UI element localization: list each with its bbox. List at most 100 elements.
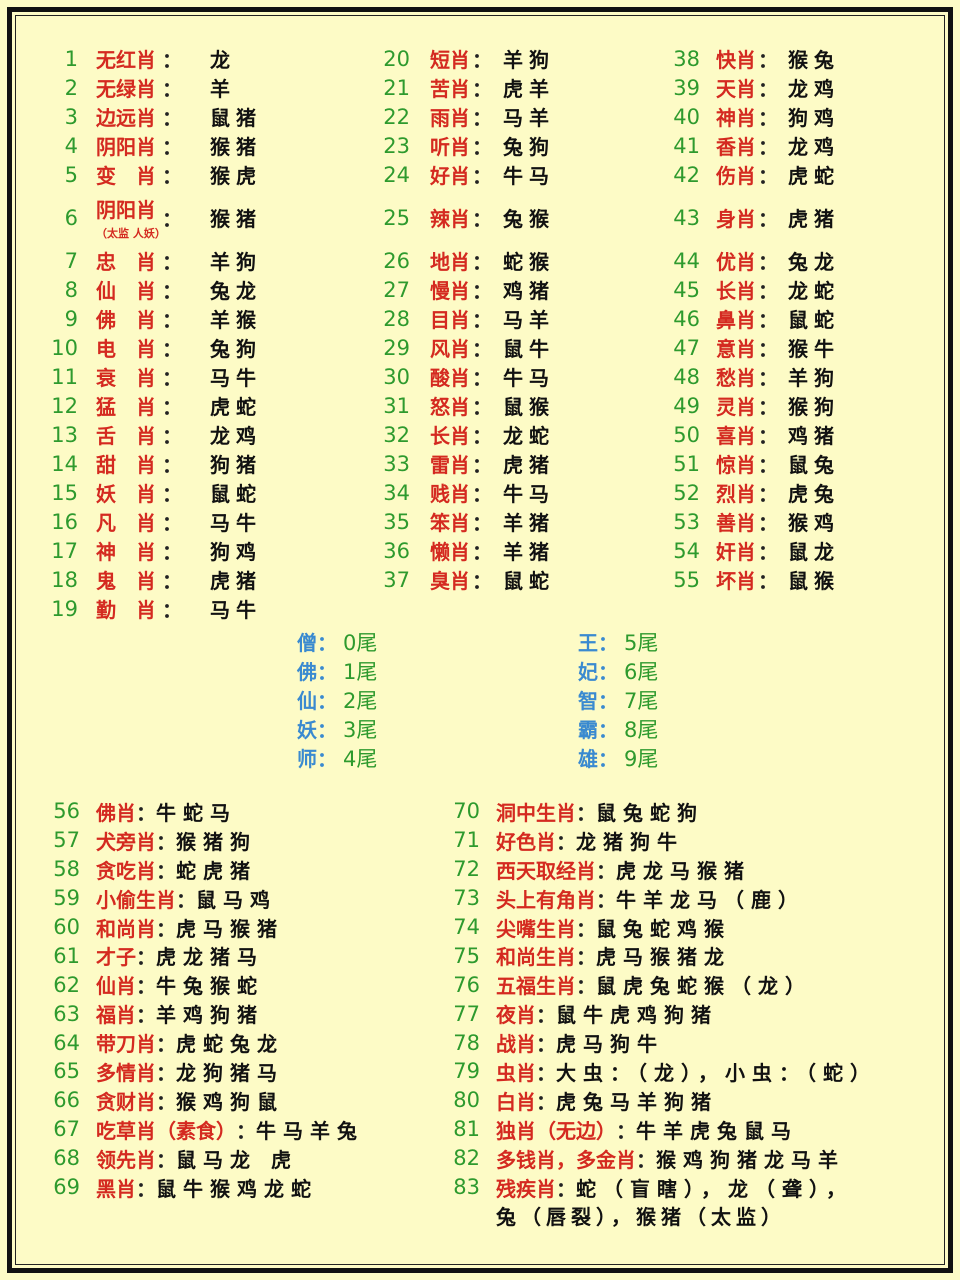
item-label: 地肖 <box>430 250 470 274</box>
item-value: 兔龙 <box>210 279 262 303</box>
separator: ： <box>758 308 778 332</box>
item-value: 鼠兔蛇鸡猴 <box>596 916 731 941</box>
separator: ： <box>596 887 616 912</box>
list-item: 79 虫肖：大虫：（龙），小虫：（蛇） <box>440 1057 877 1086</box>
item-value: 猴虎 <box>210 164 262 188</box>
item-value: 龙 <box>210 48 236 72</box>
list-item: 1 无红肖： 龙 <box>40 44 262 73</box>
item-value: 兔龙 <box>788 250 840 274</box>
list-item: 48 愁肖： 羊狗 <box>660 362 840 391</box>
separator: ： <box>472 424 492 448</box>
item-value: 兔狗 <box>503 135 555 159</box>
item-label: 伤肖 <box>716 164 756 188</box>
item-number: 50 <box>673 422 700 447</box>
item-value: 蛇猴 <box>503 250 555 274</box>
list-item: 77 夜肖：鼠牛虎鸡狗猪 <box>440 999 877 1028</box>
separator: ： <box>758 395 778 419</box>
item-label: 仙肖 <box>96 974 136 999</box>
item-value: 大虫：（龙），小虫：（蛇） <box>556 1060 877 1085</box>
item-value: 鸡猪 <box>788 424 840 448</box>
item-number: 26 <box>383 248 410 273</box>
item-value: 羊狗 <box>503 48 555 72</box>
list-item: 26 地肖： 蛇猴 <box>370 246 555 275</box>
item-label: 善肖 <box>716 511 756 535</box>
item-value: 鼠龙 <box>788 540 840 564</box>
item-number: 3 <box>64 104 78 129</box>
list-item: 21 苦肖： 虎羊 <box>370 73 555 102</box>
tail-key: 雄 <box>578 747 598 771</box>
item-value: 鼠猴 <box>503 395 555 419</box>
item-value: 龙鸡 <box>210 424 262 448</box>
item-label: 阴阳肖 <box>96 198 156 222</box>
item-label: 夜肖 <box>496 1003 536 1028</box>
item-number: 49 <box>673 393 700 418</box>
item-label: 快肖 <box>716 48 756 72</box>
list-item: 27 慢肖： 鸡猪 <box>370 275 555 304</box>
separator: ： <box>758 337 778 361</box>
tail-item: 王： 5尾 <box>578 627 658 656</box>
separator: ： <box>758 482 778 506</box>
list-item: 8 仙 肖： 兔龙 <box>40 275 262 304</box>
item-label: 衰 肖 <box>96 366 156 390</box>
item-number: 9 <box>64 306 78 331</box>
tail-key: 师 <box>297 747 317 771</box>
list-item: 17 神 肖： 狗鸡 <box>40 536 262 565</box>
tail-key: 佛 <box>297 660 317 684</box>
item-number: 83 <box>453 1175 480 1200</box>
item-value: 虎蛇 <box>210 395 262 419</box>
list-item: 64 带刀肖：虎蛇兔龙 <box>40 1028 364 1057</box>
item-value: 兔猴 <box>503 207 555 231</box>
tail-key: 仙 <box>297 689 317 713</box>
separator: ： <box>536 1060 556 1085</box>
list-item: 59 小偷生肖：鼠马鸡 <box>40 884 364 913</box>
item-number: 66 <box>53 1088 80 1113</box>
list-item: 13 舌 肖： 龙鸡 <box>40 420 262 449</box>
separator: ： <box>536 1032 556 1057</box>
tail-item: 霸： 8尾 <box>578 714 658 743</box>
item-value: 马牛 <box>210 511 262 535</box>
item-number: 41 <box>673 133 700 158</box>
separator: ： <box>162 337 182 361</box>
item-label: 舌 肖 <box>96 424 156 448</box>
item-value: 牛马 <box>503 164 555 188</box>
item-label: 战肖 <box>496 1032 536 1057</box>
separator: ： <box>758 77 778 101</box>
item-label: 懒肖 <box>430 540 470 564</box>
separator: ： <box>472 77 492 101</box>
item-value: 羊狗 <box>788 366 840 390</box>
separator: ： <box>317 631 337 655</box>
item-value: 牛蛇马 <box>156 800 237 825</box>
item-number: 51 <box>673 451 700 476</box>
list-item: 5 变 肖： 猴虎 <box>40 160 262 189</box>
list-item: 25 辣肖： 兔猴 <box>370 189 555 246</box>
item-number: 29 <box>383 335 410 360</box>
item-value: 猴狗 <box>788 395 840 419</box>
separator: ： <box>317 689 337 713</box>
item-label: 残疾肖 <box>496 1176 556 1201</box>
item-label: 贪财肖 <box>96 1089 156 1114</box>
list-item: 14 甜 肖： 狗猪 <box>40 449 262 478</box>
item-number: 28 <box>383 306 410 331</box>
item-number: 12 <box>51 393 78 418</box>
item-number: 6 <box>64 205 78 230</box>
item-number: 25 <box>383 205 410 230</box>
item-label: 勤 肖 <box>96 598 156 622</box>
item-label: 酸肖 <box>430 366 470 390</box>
item-label: 神 肖 <box>96 540 156 564</box>
list-item: 71 好色肖：龙猪狗牛 <box>440 826 877 855</box>
separator: ： <box>472 207 492 231</box>
item-label: 笨肖 <box>430 511 470 535</box>
separator: ： <box>598 660 618 684</box>
item-label: 洞中生肖 <box>496 800 576 825</box>
item-label: 虫肖 <box>496 1060 536 1085</box>
item-number: 73 <box>453 886 480 911</box>
item-label: 贱肖 <box>430 482 470 506</box>
item-number: 78 <box>453 1030 480 1055</box>
list-item: 39 天肖： 龙鸡 <box>660 73 840 102</box>
list-item: 66 贪财肖：猴鸡狗鼠 <box>40 1086 364 1115</box>
separator: ： <box>758 540 778 564</box>
item-label: 喜肖 <box>716 424 756 448</box>
item-number: 1 <box>64 46 78 71</box>
separator: ： <box>472 279 492 303</box>
item-value: 鼠牛猴鸡龙蛇 <box>156 1176 318 1201</box>
